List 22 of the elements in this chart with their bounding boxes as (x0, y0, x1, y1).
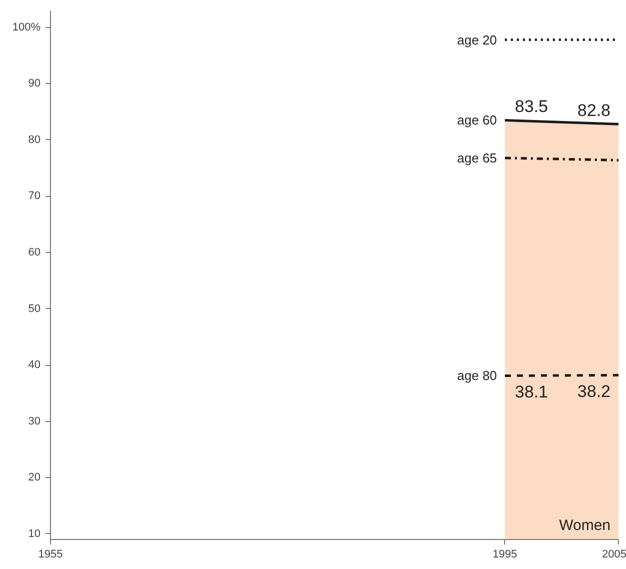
y-tick-label: 20 (28, 472, 41, 484)
data-label: 38.2 (577, 382, 611, 402)
y-tick-label: 40 (28, 359, 41, 372)
series-label: age 65 (457, 150, 497, 166)
y-tick-label: 60 (28, 246, 41, 258)
y-tick-label: 90 (28, 78, 41, 90)
y-tick-label: 50 (28, 302, 41, 315)
y-tick-label: 70 (28, 190, 41, 202)
data-label: 83.5 (514, 97, 548, 116)
series-label: age 80 (457, 368, 497, 384)
x-tick-label: 1995 (492, 548, 518, 560)
y-tick-label: 80 (28, 134, 41, 146)
y-tick-label: 100% (12, 21, 41, 34)
x-tick-label: 1955 (38, 548, 63, 560)
annotation: Women (559, 516, 611, 534)
y-tick-label: 30 (28, 415, 41, 428)
data-label: 82.8 (577, 101, 611, 120)
data-label: 38.1 (514, 382, 548, 402)
x-tick-label: 2005 (602, 548, 626, 560)
series-label: age 60 (457, 112, 497, 128)
series-label: age 20 (457, 32, 497, 48)
y-tick-label: 10 (28, 528, 41, 540)
